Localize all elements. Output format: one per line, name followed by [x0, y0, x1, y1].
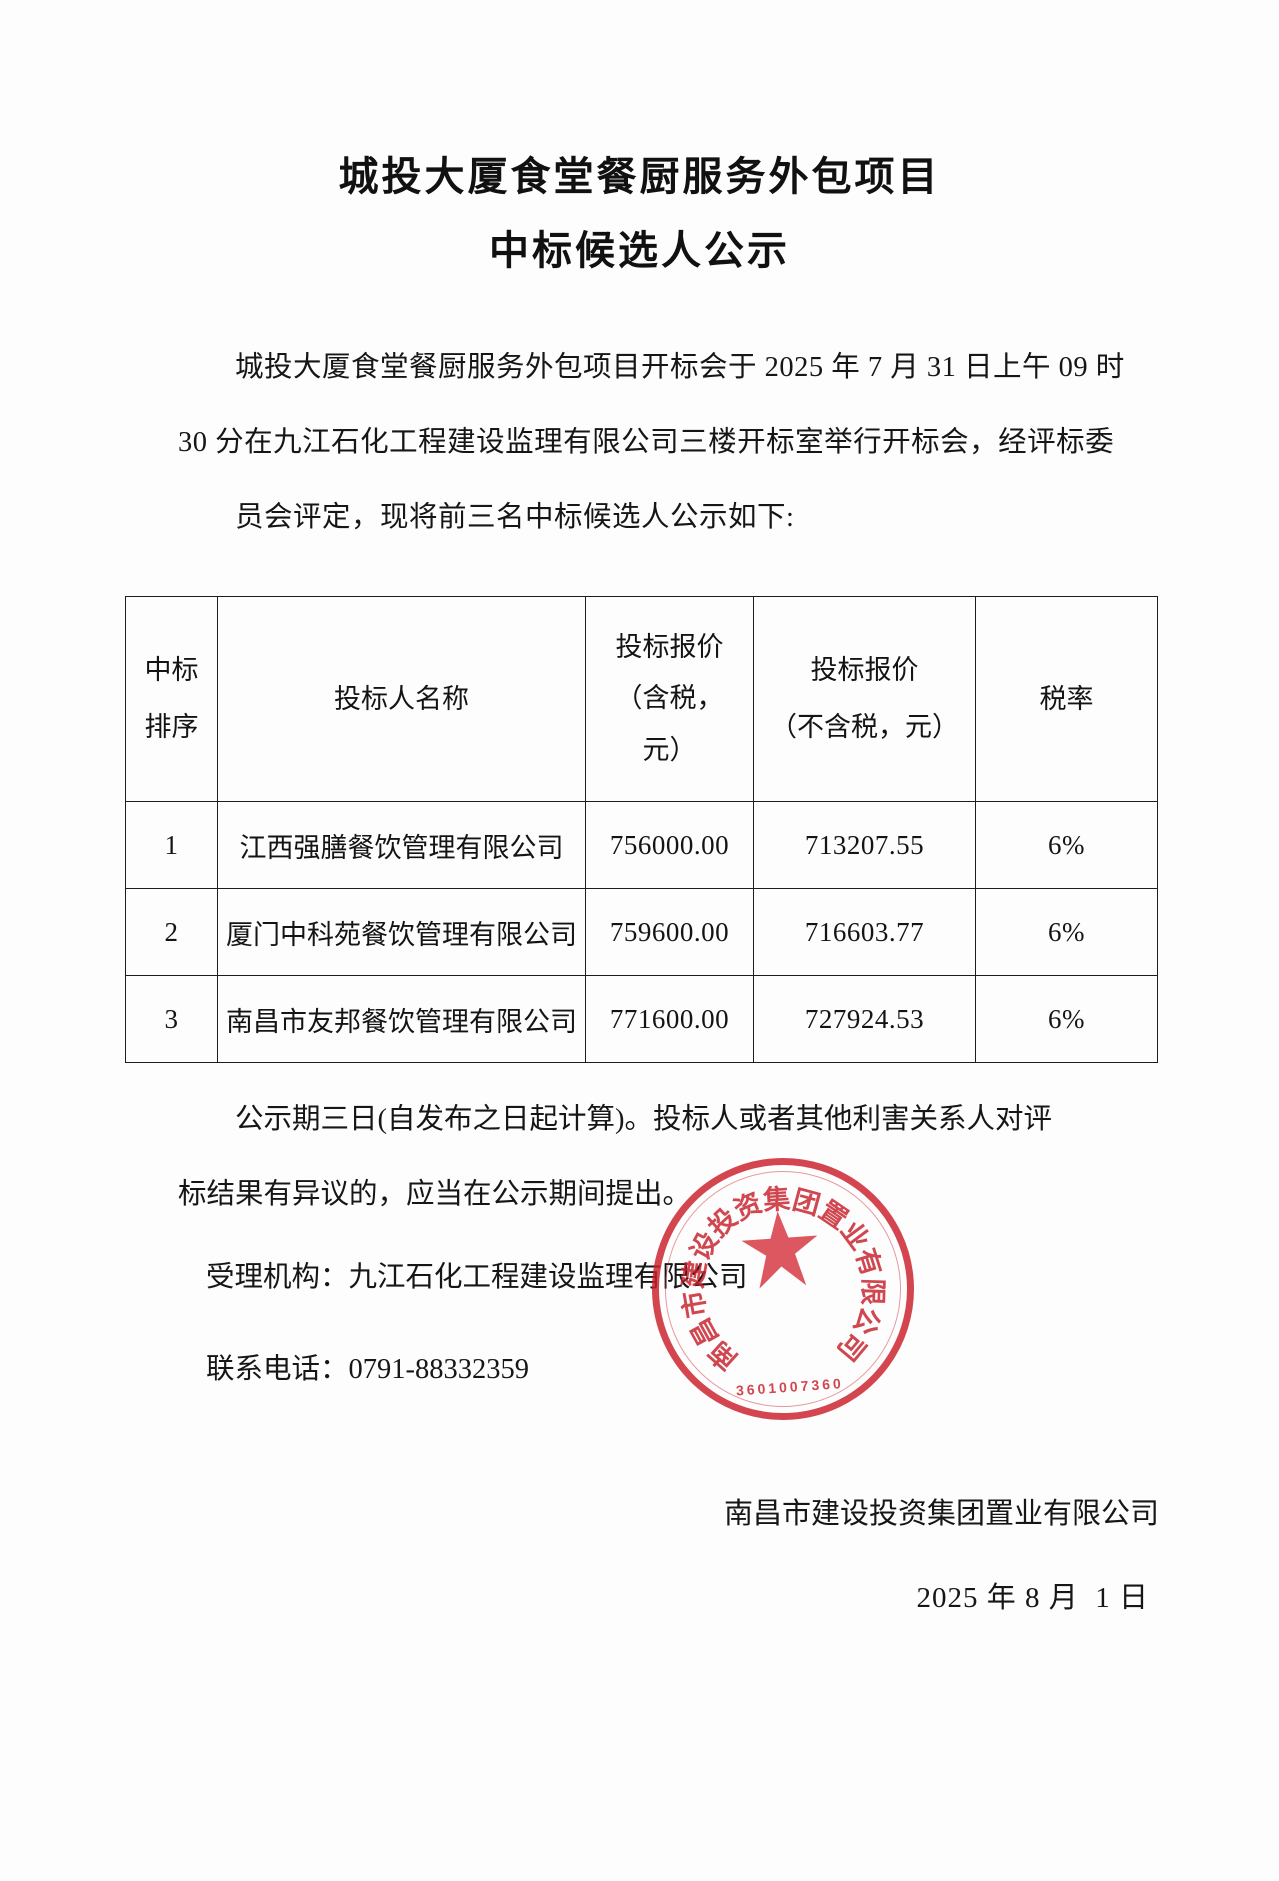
issue-date: 2025 年 8 月 1 日	[916, 1582, 1149, 1614]
cell-tax-rate: 6%	[975, 801, 1158, 889]
cell-tax-rate: 6%	[975, 888, 1158, 976]
cell-price-excl-tax: 713207.55	[753, 801, 976, 889]
table-header-bidder-name-text: 投标人名称	[334, 683, 469, 714]
table-header-price-excl-line-1: 投标报价	[810, 654, 919, 685]
cell-price-incl-tax: 759600.00	[585, 888, 754, 976]
table-header-row: 中标 排序 投标人名称 投标报价 （含税， 元）	[125, 596, 1158, 802]
notice-paragraph: 公示期三日(自发布之日起计算)。投标人或者其他利害关系人对评 标结果有异议的，应…	[178, 1082, 1118, 1232]
table-header-rank: 中标 排序	[125, 596, 218, 802]
cell-price-incl-tax: 756000.00	[585, 801, 754, 889]
cell-price-excl-tax: 727924.53	[753, 975, 976, 1063]
table-header-price-incl-line-1: 投标报价	[615, 632, 724, 663]
table-header-price-excl-tax: 投标报价 （不含税，元）	[753, 596, 976, 802]
signature-block: 南昌市建设投资集团置业有限公司 2025 年 8 月 1 日	[0, 1472, 1159, 1640]
table-header-price-incl-tax: 投标报价 （含税， 元）	[585, 596, 754, 802]
cell-price-excl-tax: 716603.77	[753, 888, 976, 976]
document-title-line-2: 中标候选人公示	[489, 228, 790, 273]
intro-line-3: 员会评定，现将前三名中标候选人公示如下:	[235, 502, 795, 533]
table-row: 1 江西强膳餐饮管理有限公司 756000.00 713207.55 6%	[125, 801, 1158, 889]
table-header-price-incl-line-3: 元）	[642, 734, 697, 765]
cell-rank: 1	[125, 801, 218, 889]
cell-rank: 2	[125, 888, 218, 976]
cell-price-incl-tax: 771600.00	[585, 975, 754, 1063]
table-header-price-excl-line-2: （不含税，元）	[770, 712, 959, 742]
table-header-tax-rate: 税率	[975, 596, 1158, 802]
notice-line-2: 标结果有异议的，应当在公示期间提出。	[178, 1179, 692, 1210]
intro-paragraph: 城投大厦食堂餐厨服务外包项目开标会于 2025 年 7 月 31 日上午 09 …	[178, 330, 1125, 555]
table-header-tax-rate-text: 税率	[1039, 683, 1094, 714]
contact-phone-line: 联系电话：0791-88332359	[206, 1354, 529, 1385]
candidates-table-container: 中标 排序 投标人名称 投标报价 （含税， 元）	[125, 596, 1158, 1063]
table-header: 中标 排序 投标人名称 投标报价 （含税， 元）	[125, 596, 1158, 802]
intro-line-1: 城投大厦食堂餐厨服务外包项目开标会于 2025 年 7 月 31 日上午 09 …	[235, 352, 1125, 383]
contact-block: 受理机构：九江石化工程建设监理有限公司 联系电话：0791-88332359	[178, 1232, 1118, 1416]
handling-agency-line: 受理机构：九江石化工程建设监理有限公司	[206, 1262, 748, 1293]
document-title-block: 城投大厦食堂餐厨服务外包项目 中标候选人公示	[0, 140, 1279, 288]
notice-line-1: 公示期三日(自发布之日起计算)。投标人或者其他利害关系人对评	[235, 1104, 1052, 1135]
document-title-line-1: 城投大厦食堂餐厨服务外包项目	[338, 154, 941, 199]
table-header-rank-line-2: 排序	[144, 712, 199, 742]
table-row: 3 南昌市友邦餐饮管理有限公司 771600.00 727924.53 6%	[125, 975, 1158, 1063]
cell-tax-rate: 6%	[975, 975, 1158, 1063]
cell-rank: 3	[125, 975, 218, 1063]
table-header-bidder-name: 投标人名称	[217, 596, 586, 802]
cell-bidder-name: 厦门中科苑餐饮管理有限公司	[217, 888, 586, 976]
table-row: 2 厦门中科苑餐饮管理有限公司 759600.00 716603.77 6%	[125, 888, 1158, 976]
table-header-rank-line-1: 中标	[144, 654, 199, 685]
table-body: 1 江西强膳餐饮管理有限公司 756000.00 713207.55 6% 2 …	[125, 801, 1158, 1063]
table-header-price-incl-line-2: （含税，	[615, 683, 724, 714]
candidates-table: 中标 排序 投标人名称 投标报价 （含税， 元）	[125, 596, 1158, 1063]
cell-bidder-name: 南昌市友邦餐饮管理有限公司	[217, 975, 586, 1063]
cell-bidder-name: 江西强膳餐饮管理有限公司	[217, 801, 586, 889]
intro-line-2: 30 分在九江石化工程建设监理有限公司三楼开标室举行开标会，经评标委	[178, 427, 1115, 458]
issuer-name: 南昌市建设投资集团置业有限公司	[723, 1498, 1159, 1530]
